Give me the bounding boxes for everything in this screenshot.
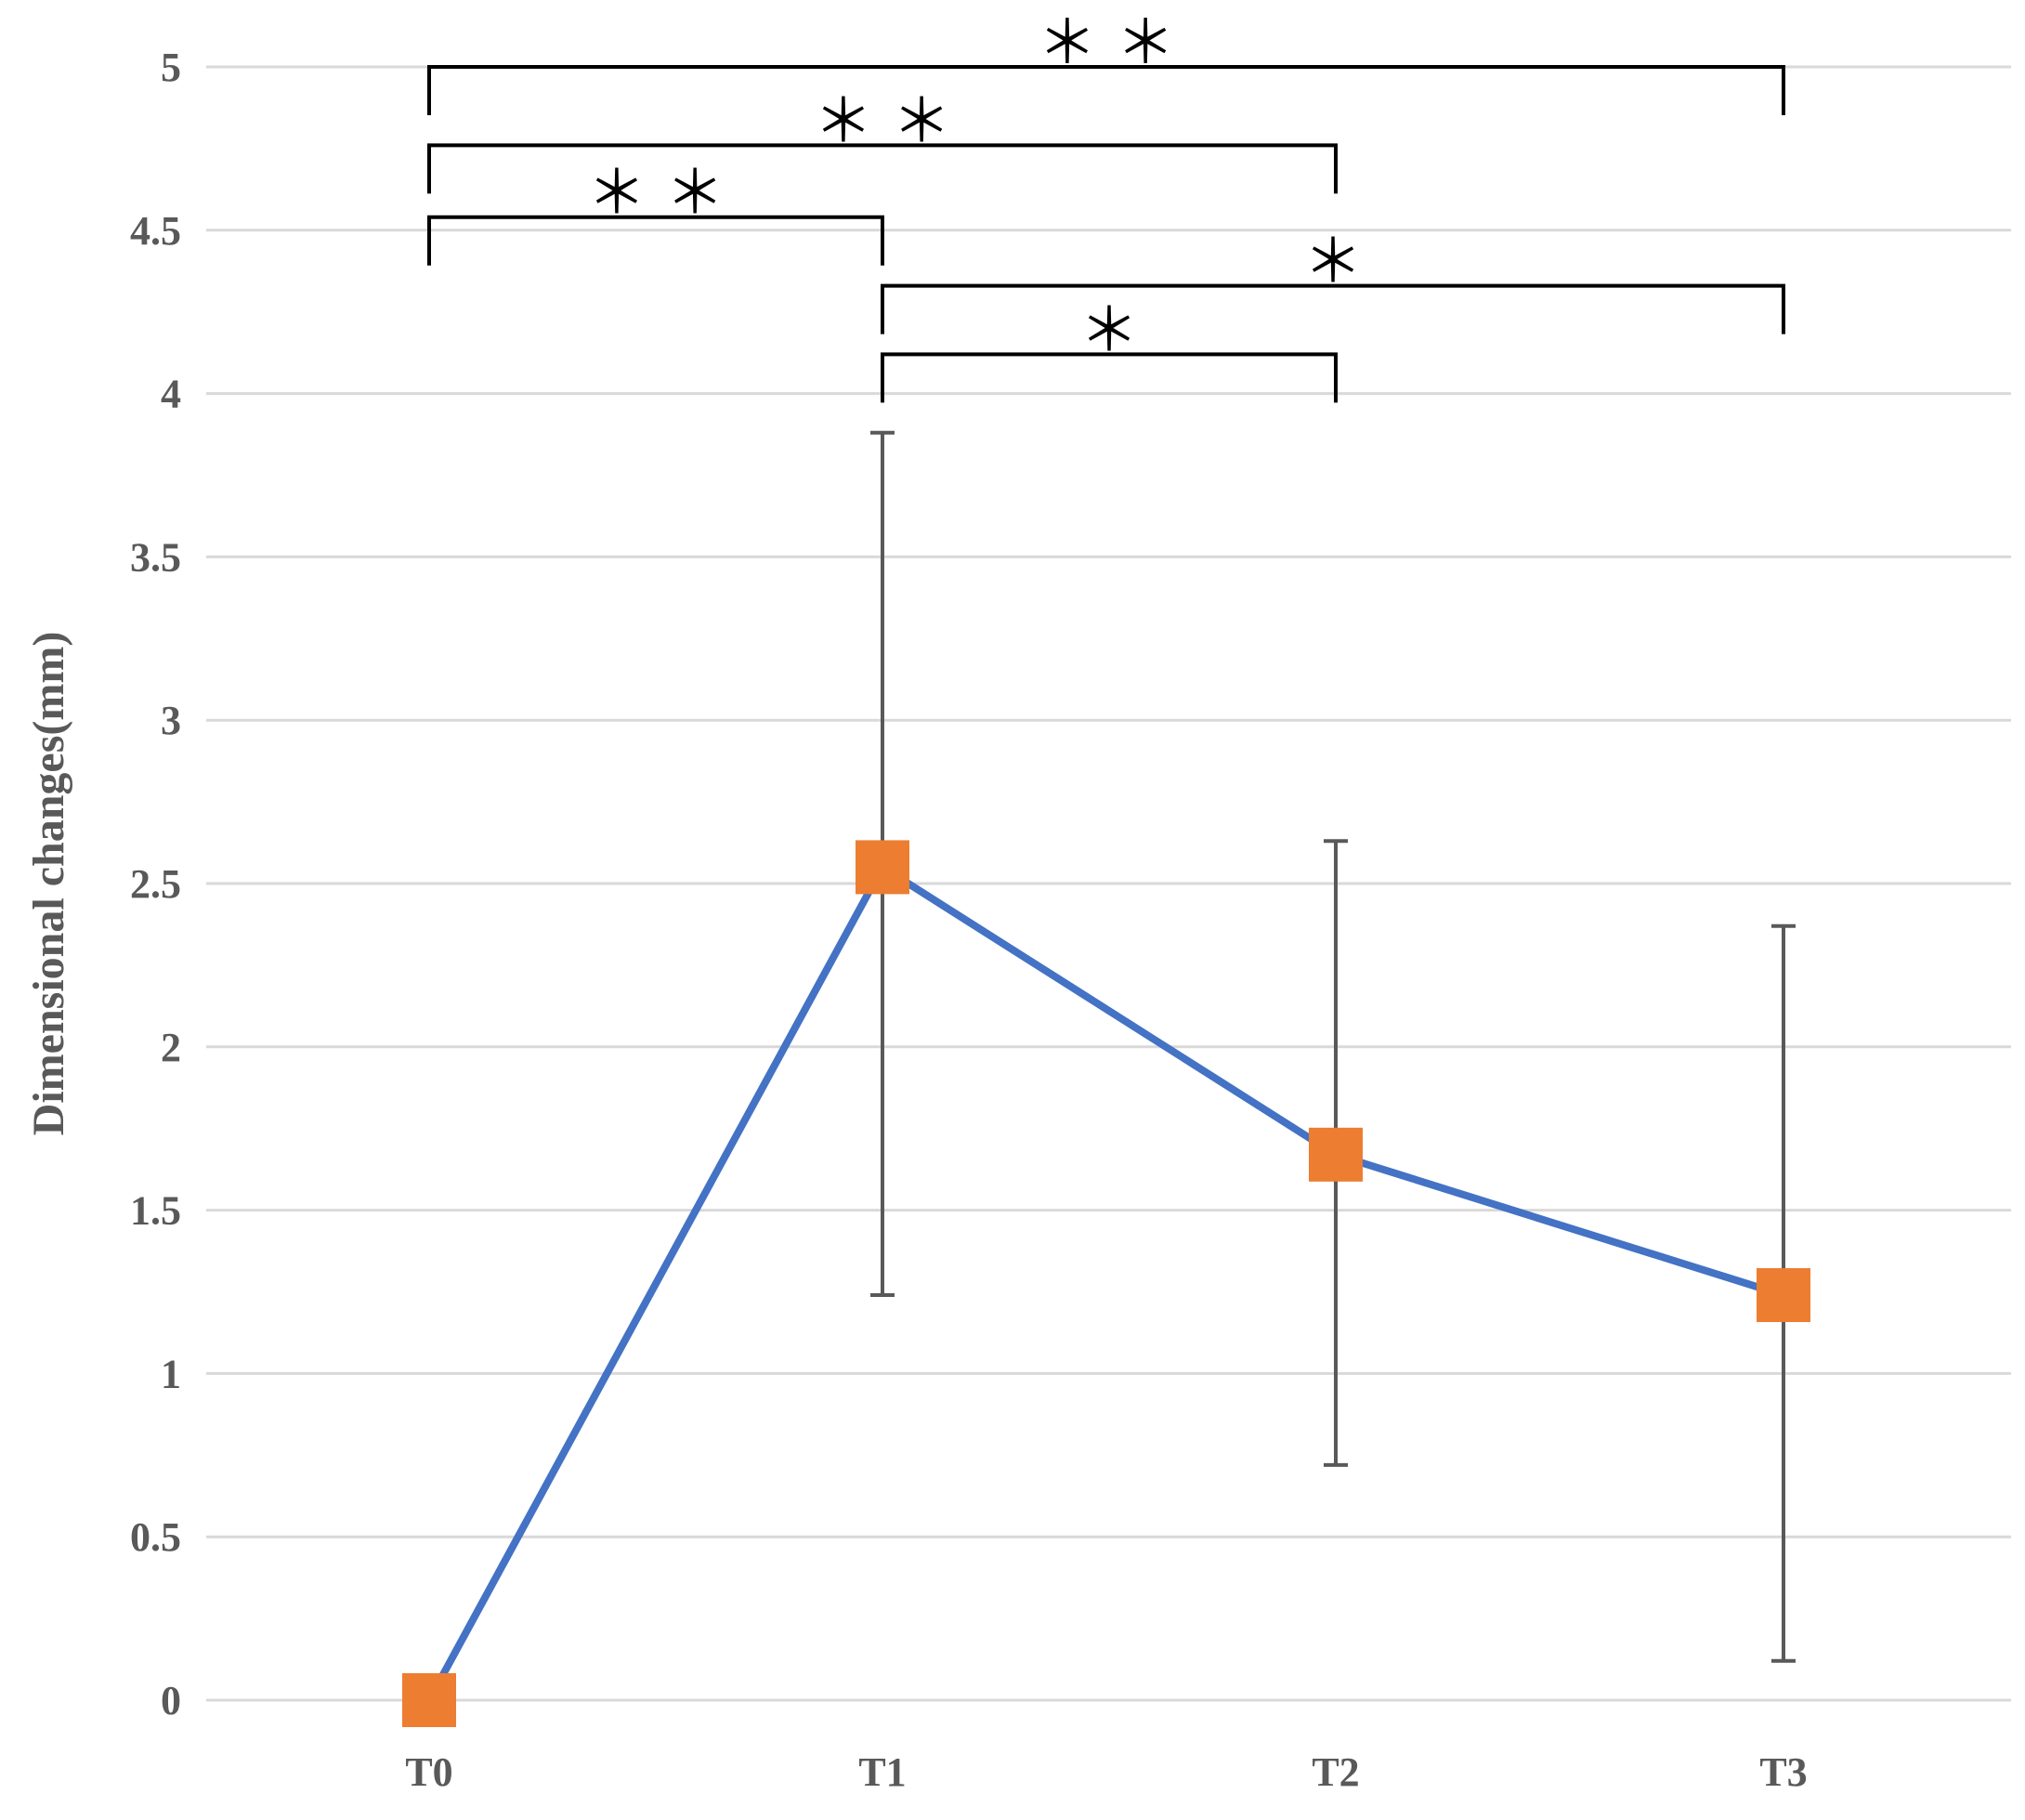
y-tick-label: 3 [161, 698, 181, 743]
significance-label: ＊ ＊ [587, 160, 725, 229]
significance-bracket: ＊ ＊ [427, 87, 1338, 194]
y-tick-label: 4.5 [130, 208, 181, 254]
y-tick-label: 4 [161, 372, 181, 417]
y-tick-label: 3.5 [130, 534, 181, 580]
significance-brackets: ＊ ＊ ＊ ＊ ＊ ＊ ＊ ＊ [427, 9, 1785, 403]
y-axis-title: Dimensional changes(mm) [24, 632, 73, 1136]
bracket-line [427, 65, 1785, 115]
significance-bracket: ＊ ＊ [427, 9, 1785, 115]
y-tick-label: 0 [161, 1678, 181, 1723]
bracket-line [427, 215, 884, 266]
bracket-line [881, 352, 1338, 403]
y-tick-label: 5 [161, 45, 181, 90]
series-line [425, 863, 1787, 1704]
y-tick-label: 1 [161, 1351, 181, 1396]
bracket-line [881, 283, 1785, 334]
significance-bracket: ＊ [881, 296, 1338, 403]
significance-bracket: ＊ ＊ [427, 160, 884, 266]
x-tick-labels: T0 T1 T2 T3 [405, 1749, 1807, 1795]
y-tick-label: 1.5 [130, 1188, 181, 1234]
significance-label: ＊ ＊ [814, 87, 951, 156]
x-tick-label: T3 [1759, 1749, 1807, 1795]
significance-bracket: ＊ [881, 229, 1785, 334]
x-tick-label: T0 [405, 1749, 452, 1795]
bracket-line [427, 143, 1338, 194]
y-tick-label: 2 [161, 1025, 181, 1070]
y-tick-label: 2.5 [130, 861, 181, 907]
data-point-marker [1309, 1127, 1363, 1182]
significance-label: ＊ ＊ [1038, 9, 1175, 78]
x-tick-label: T2 [1312, 1749, 1359, 1795]
x-tick-label: T1 [858, 1749, 906, 1795]
significance-label: ＊ [1303, 229, 1363, 297]
data-point-marker [856, 840, 909, 895]
series-markers [402, 840, 1810, 1727]
data-point-marker [1757, 1268, 1810, 1323]
significance-label: ＊ [1079, 296, 1139, 365]
y-tick-labels: 0 0.5 1 1.5 2 2.5 3 3.5 4 4.5 5 [130, 45, 181, 1723]
data-point-marker [402, 1673, 456, 1727]
y-tick-label: 0.5 [130, 1514, 181, 1560]
